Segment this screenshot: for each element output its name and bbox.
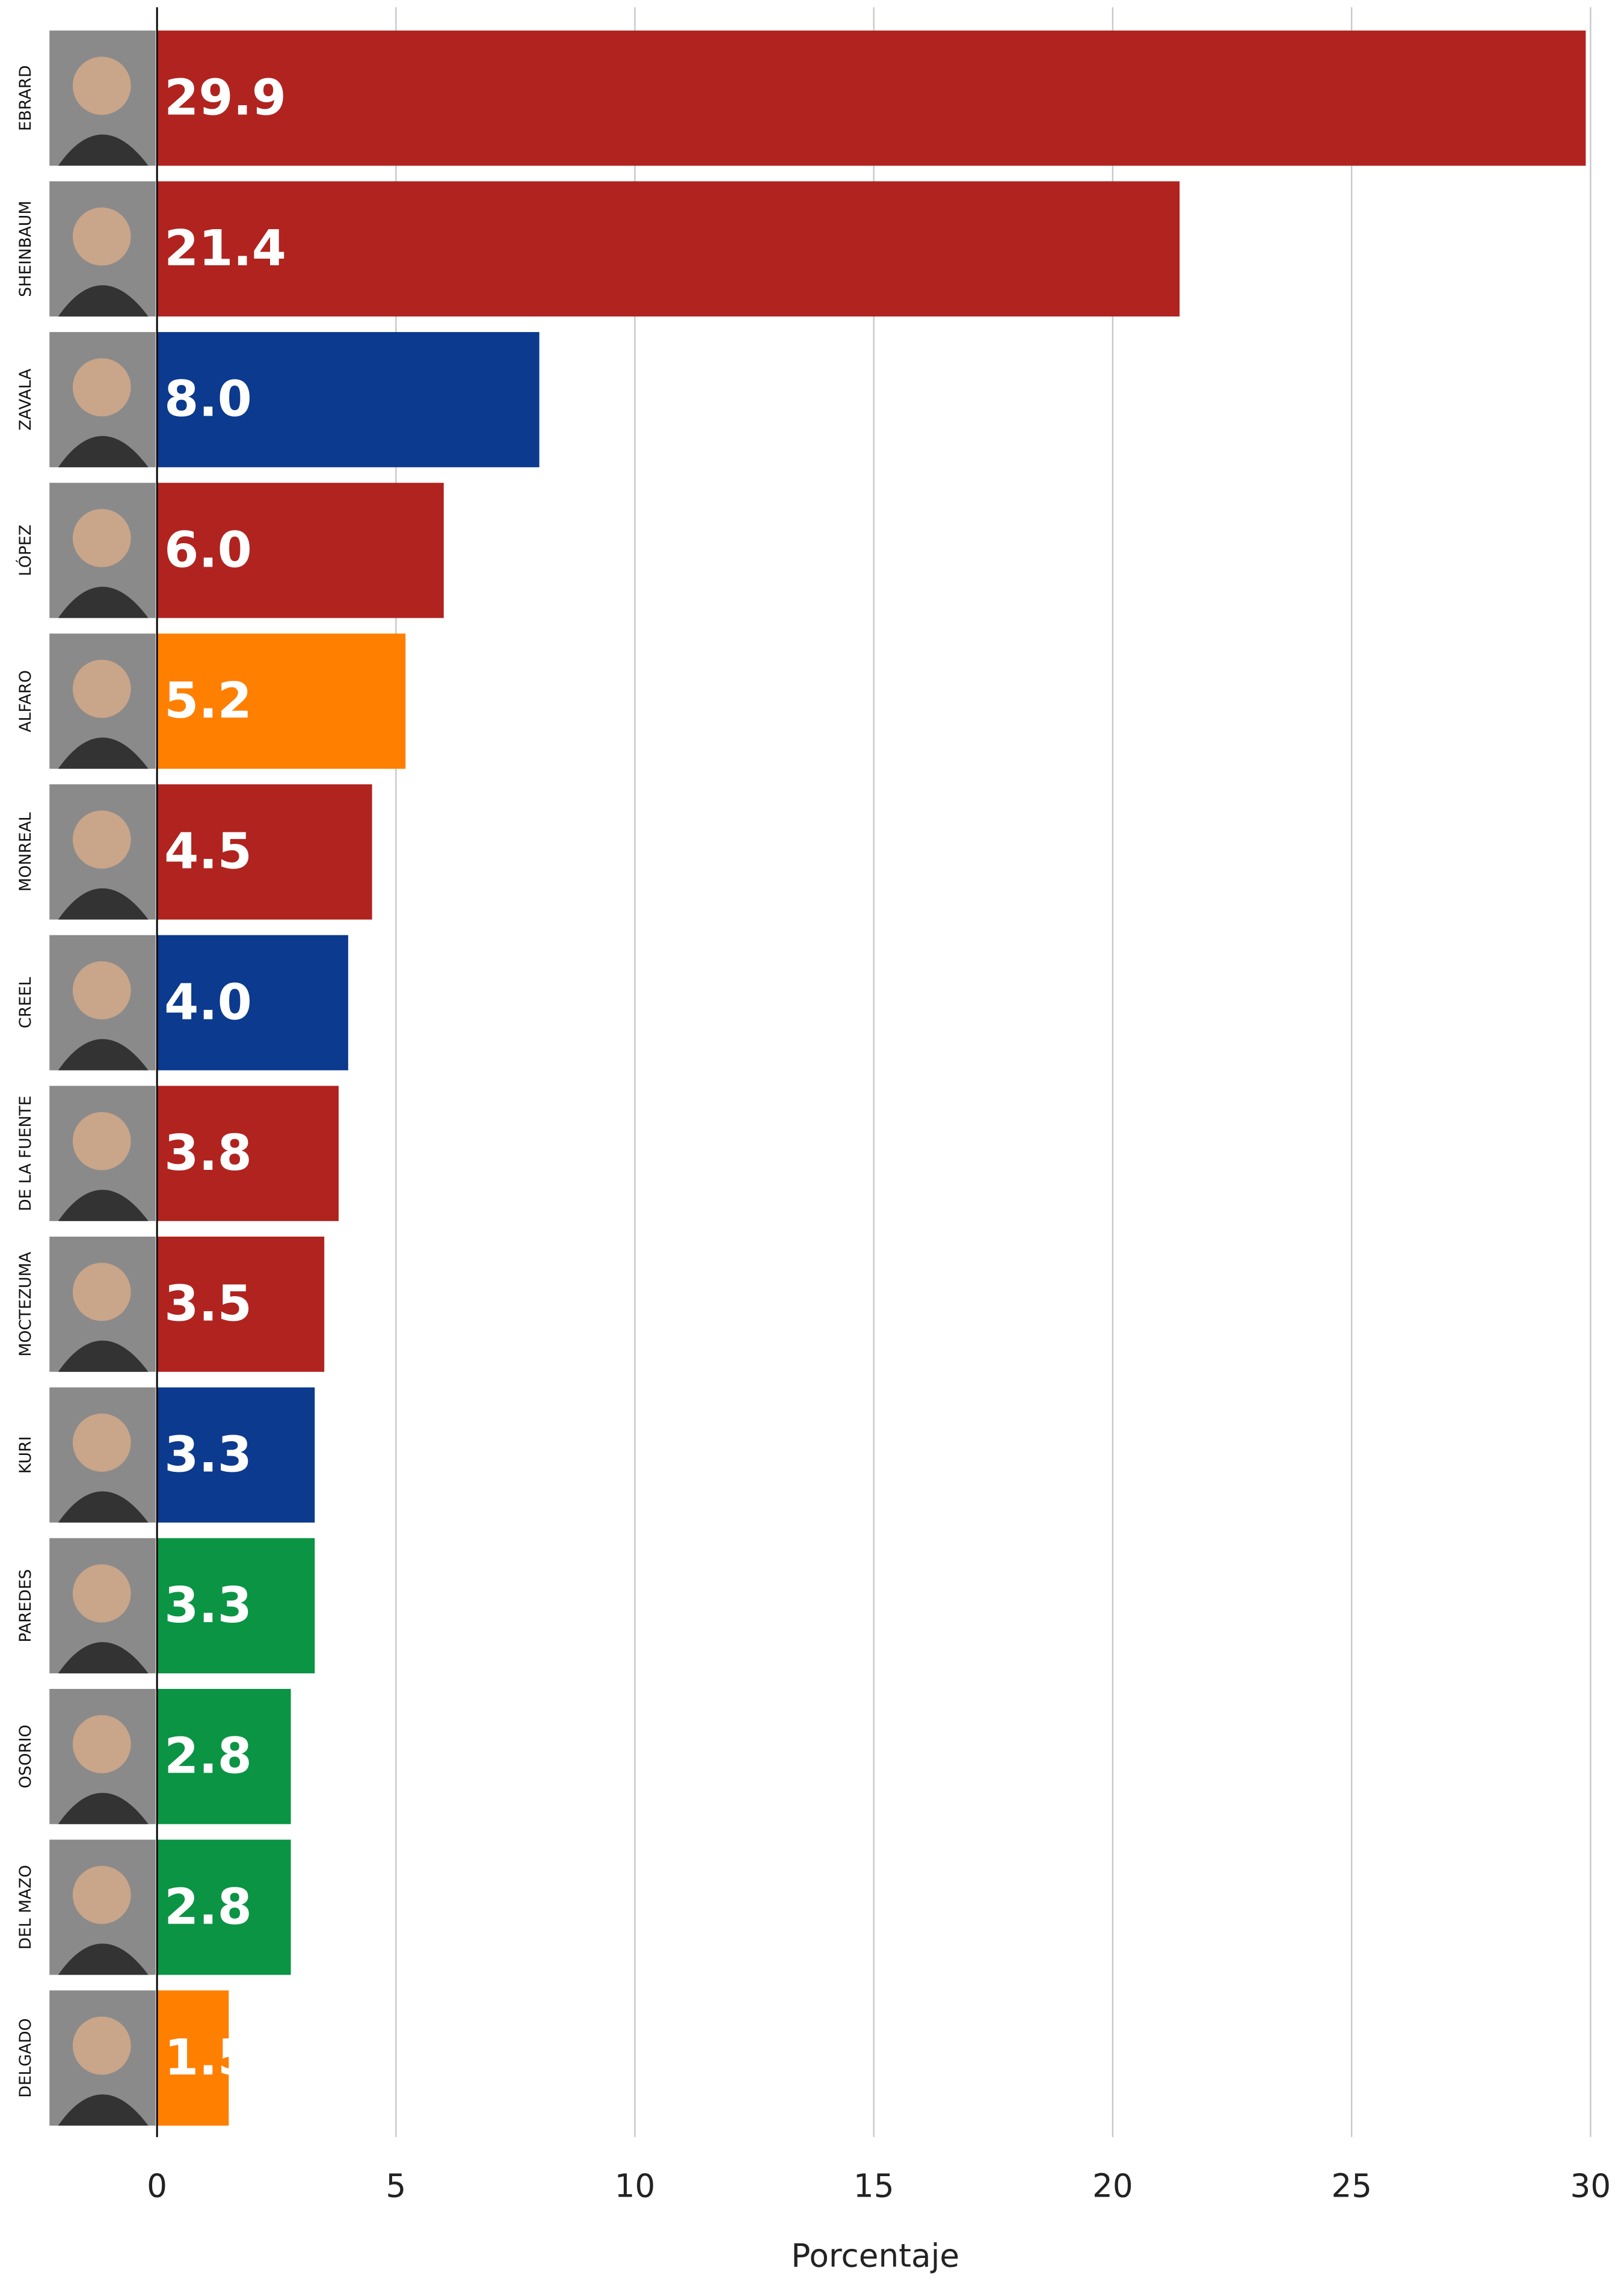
category-label: PAREDES [16,1569,35,1643]
bar [157,633,406,769]
bar [157,935,348,1071]
category-label: MOCTEZUMA [16,1252,35,1356]
x-tick-label: 25 [1331,2167,1372,2204]
value-label: 2.8 [164,1728,252,1785]
bar [157,1688,291,1824]
candidate-photo-body [58,737,149,769]
category-label: LÓPEZ [16,524,35,576]
candidate-photo-head [72,810,131,869]
candidate-photo-head [72,2016,131,2075]
candidate-photo-body [58,134,149,166]
value-label: 4.5 [164,823,252,881]
candidate-photo-body [58,1943,149,1975]
bar [157,482,444,618]
bar [157,181,1180,317]
category-label: DELGADO [16,2019,35,2098]
bar [157,1990,229,2126]
value-label: 6.0 [164,521,252,579]
bar [157,1086,339,1222]
candidate-photo-head [72,1413,131,1472]
value-label: 3.3 [164,1577,252,1634]
category-label: ALFARO [16,670,35,732]
value-label: 1.5 [164,2029,252,2087]
category-label: ZAVALA [16,369,35,431]
category-label: SHEINBAUM [16,201,35,297]
category-label: EBRARD [16,65,35,131]
category-label: MONREAL [16,812,35,891]
candidate-photo-body [58,1340,149,1372]
bar [157,1387,315,1523]
bar [157,784,372,920]
candidate-photo-body [58,1190,149,1222]
value-label: 29.9 [164,69,286,126]
value-label: 21.4 [164,220,286,277]
candidate-photo-head [72,1262,131,1321]
category-label: KURI [16,1436,35,1474]
category-label: CREEL [16,977,35,1029]
candidate-photo-body [58,586,149,618]
candidate-photo-head [72,57,131,115]
x-tick-label: 30 [1570,2167,1611,2204]
bar [157,30,1586,166]
x-tick-label: 0 [147,2167,167,2204]
value-label: 3.8 [164,1125,252,1182]
candidate-photo-head [72,1715,131,1774]
candidate-photo-body [58,1642,149,1674]
candidate-photo-head [72,1112,131,1170]
bar [157,332,540,467]
candidate-photo-body [58,2094,149,2126]
candidate-photo-body [58,285,149,317]
candidate-photo-body [58,1491,149,1523]
candidate-photo-head [72,509,131,567]
value-label: 5.2 [164,672,252,730]
candidate-photo-head [72,961,131,1020]
value-label: 3.5 [164,1276,252,1333]
value-label: 8.0 [164,371,252,428]
candidate-photo-body [58,888,149,920]
category-label: DEL MAZO [16,1865,35,1950]
x-tick-label: 15 [854,2167,894,2204]
candidate-photo-head [72,659,131,718]
candidate-photo-head [72,1564,131,1623]
x-tick-label: 5 [386,2167,406,2204]
category-label: DE LA FUENTE [16,1096,35,1211]
value-label: 2.8 [164,1878,252,1936]
candidate-photo-body [58,1039,149,1071]
x-tick-label: 10 [615,2167,656,2204]
candidate-photo-head [72,358,131,417]
bar [157,1236,325,1372]
candidate-photo-body [58,435,149,467]
category-label: OSORIO [16,1724,35,1788]
bar [157,1839,291,1975]
candidate-photo-head [72,207,131,266]
bar [157,1538,315,1674]
value-label: 3.3 [164,1426,252,1483]
value-label: 4.0 [164,974,252,1031]
x-tick-label: 20 [1092,2167,1133,2204]
candidate-photo-body [58,1792,149,1824]
candidate-photo-head [72,1866,131,1924]
x-axis-label: Porcentaje [791,2237,959,2274]
